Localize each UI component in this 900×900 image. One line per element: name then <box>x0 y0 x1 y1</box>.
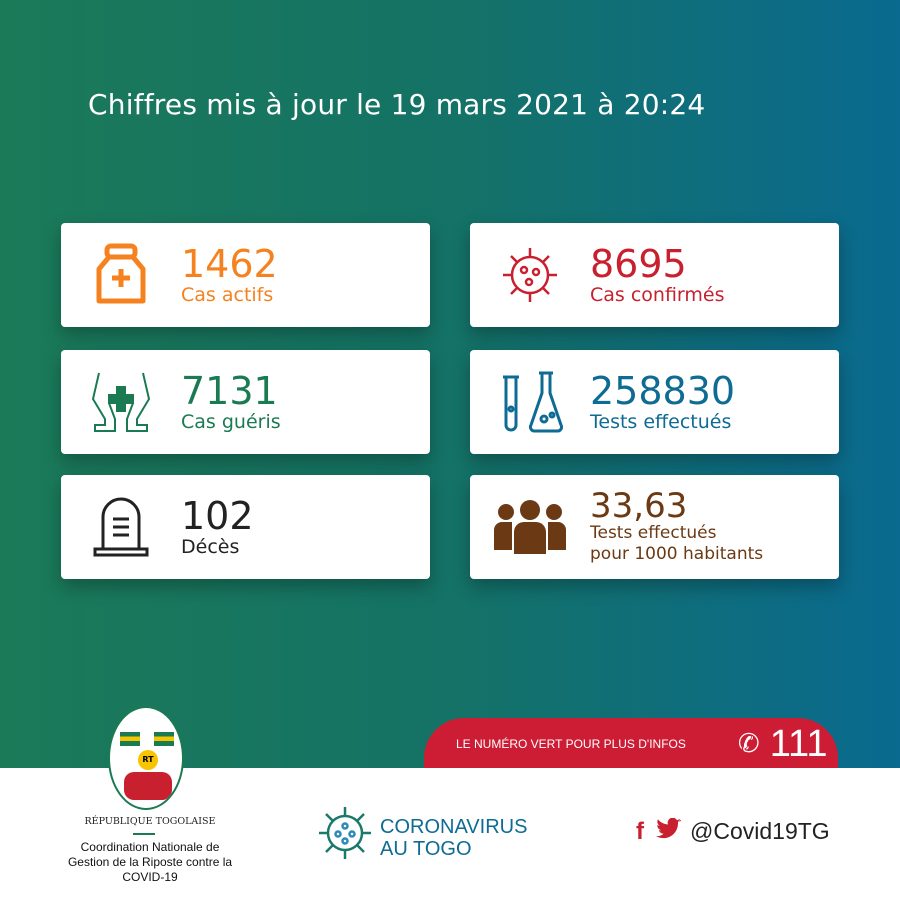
hands-cross-icon <box>61 371 181 433</box>
card-value: 258830 <box>590 369 736 413</box>
card-value: 7131 <box>181 369 278 413</box>
virus-logo-icon <box>316 804 374 866</box>
card-value: 102 <box>181 494 254 538</box>
divider <box>133 833 155 835</box>
card-label-2: pour 1000 habitants <box>590 544 764 564</box>
facebook-icon[interactable]: f <box>636 818 644 845</box>
card-value: 1462 <box>181 242 278 286</box>
card-label: Tests effectués <box>590 523 717 543</box>
people-icon <box>470 500 590 554</box>
hotline-banner: LE NUMÉRO VERT POUR PLUS D'INFOS ✆ 111 <box>424 718 838 770</box>
card-deaths: 102 Décès <box>61 475 430 579</box>
card-recovered: 7131 Cas guéris <box>61 350 430 454</box>
card-label: Décès <box>181 536 240 558</box>
coat-of-arms: RT <box>108 706 184 810</box>
hotline-number[interactable]: 111 <box>769 722 828 765</box>
org-name: Coordination Nationale de Gestion de la R… <box>67 840 233 884</box>
card-tests: 258830 Tests effectués <box>470 350 839 454</box>
card-active: 1462 Cas actifs <box>61 223 430 327</box>
social-handle[interactable]: @Covid19TG <box>690 818 830 844</box>
card-label: Cas actifs <box>181 284 274 306</box>
card-label: Cas guéris <box>181 411 281 433</box>
card-value: 33,63 <box>590 486 688 526</box>
card-confirmed: 8695 Cas confirmés <box>470 223 839 327</box>
card-label: Tests effectués <box>590 411 732 433</box>
medicine-bottle-icon <box>61 243 181 307</box>
page-title: Chiffres mis à jour le 19 mars 2021 à 20… <box>88 88 706 121</box>
coronavirus-logo-text: CORONAVIRUS AU TOGO <box>380 816 528 860</box>
card-value: 8695 <box>590 242 687 286</box>
tombstone-icon <box>61 495 181 559</box>
hotline-text: LE NUMÉRO VERT POUR PLUS D'INFOS <box>456 737 686 751</box>
twitter-icon[interactable] <box>656 817 682 844</box>
card-label: Cas confirmés <box>590 284 725 306</box>
test-tubes-icon <box>470 369 590 435</box>
phone-icon: ✆ <box>737 729 760 759</box>
republic-label: RÉPUBLIQUE TOGOLAISE <box>84 816 216 827</box>
virus-icon <box>470 244 590 306</box>
card-tests-per-1000: 33,63 Tests effectués pour 1000 habitants <box>470 475 839 579</box>
